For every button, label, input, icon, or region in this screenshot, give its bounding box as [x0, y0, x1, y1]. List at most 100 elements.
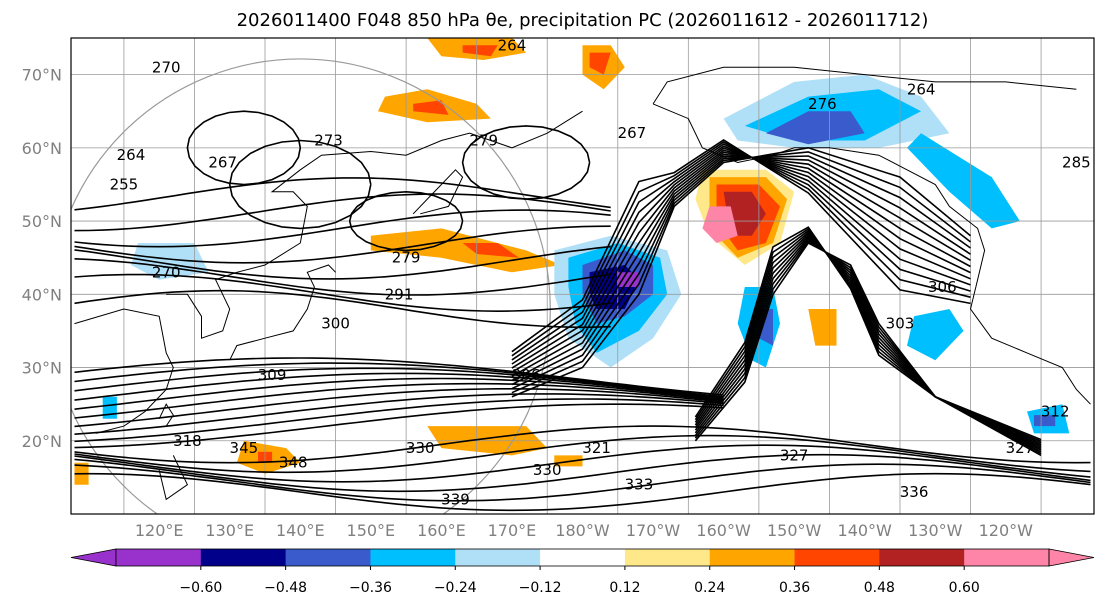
lon-tick-label: 160°E	[417, 521, 466, 540]
colorbar-tick-label: 0.12	[609, 580, 640, 596]
contour-label: 336	[900, 483, 929, 501]
map-border	[70, 37, 1095, 515]
contour-label: 279	[392, 249, 421, 267]
lon-tick-label: 140°W	[838, 521, 893, 540]
precip-blob	[589, 52, 611, 75]
lon-tick-label: 160°W	[696, 521, 751, 540]
contour-label: 270	[152, 58, 181, 76]
contour-label: 330	[406, 439, 435, 457]
contour-loop	[228, 139, 372, 230]
contour-label: 300	[321, 315, 350, 333]
lat-tick-label: 20°N	[22, 432, 62, 451]
lon-tick-label: 170°E	[488, 521, 537, 540]
colorbar-swatch	[540, 549, 626, 566]
precip-blob	[462, 45, 498, 57]
contour-labels: 264 270 273 264 267 255 270 279 291 300 309 306 321 3…	[110, 36, 1091, 508]
contour-label: 273	[314, 132, 343, 150]
contour-line	[74, 463, 1091, 502]
contour-label: 303	[886, 315, 915, 333]
contour-line	[511, 143, 971, 361]
contour-line	[74, 372, 724, 401]
coastline	[652, 103, 1091, 405]
precip-blob	[907, 309, 964, 361]
contour-line	[511, 153, 971, 382]
contour-label: 327	[1006, 439, 1035, 457]
colorbar-swatch	[624, 549, 711, 566]
contour-line	[511, 147, 971, 369]
contour-label: 318	[173, 432, 202, 450]
coastline	[229, 264, 336, 361]
contour-label: 333	[625, 476, 654, 494]
colorbar-tick-label: 0.36	[779, 580, 810, 596]
contour-line	[74, 273, 611, 313]
lon-tick-label: 150°E	[347, 521, 396, 540]
precip-blob	[765, 111, 865, 145]
contour-line	[511, 141, 971, 357]
contour-label: 285	[1062, 153, 1091, 171]
contour-line	[511, 151, 971, 394]
lon-tick-label: 120°E	[135, 521, 184, 540]
contour-line	[74, 367, 724, 399]
contour-label: 255	[110, 175, 139, 193]
colorbar-tick-label: −0.60	[179, 580, 222, 596]
contour-line	[74, 362, 724, 398]
colorbar-swatch	[964, 549, 1050, 566]
colorbar-swatch	[200, 549, 287, 566]
coastline	[166, 110, 583, 339]
colorbar-tick-label: −0.24	[434, 580, 477, 596]
lon-tick-label: 130°W	[908, 521, 963, 540]
contour-label: 270	[152, 263, 181, 281]
contour-label: 267	[208, 153, 237, 171]
map-plot-area: 264 270 273 264 267 255 270 279 291 300 309 306 321 3…	[71, 36, 1094, 514]
lon-tick-label: 170°W	[626, 521, 681, 540]
contour-line	[511, 155, 971, 390]
lat-tick-label: 70°N	[22, 66, 62, 85]
contour-line	[74, 444, 1091, 483]
contour-line	[74, 382, 724, 419]
contour-label: 267	[618, 124, 647, 142]
contour-line	[74, 453, 1091, 493]
contour-line	[74, 398, 724, 443]
contour-label: 306	[928, 278, 957, 296]
contour-label: 291	[385, 285, 414, 303]
contour-label: 330	[533, 461, 562, 479]
colorbar-swatch	[455, 549, 541, 566]
colorbar-swatch	[879, 549, 965, 566]
contour-loop	[461, 125, 591, 200]
precip-blob	[702, 206, 738, 243]
contour-line	[74, 403, 724, 449]
precip-blob	[413, 100, 449, 115]
contour-label: 309	[258, 366, 287, 384]
colorbar-swatch	[794, 549, 880, 566]
contour-line	[511, 149, 971, 373]
contour-loop	[348, 190, 464, 252]
contour-line	[74, 258, 611, 296]
colorbar-swatch	[370, 549, 456, 566]
contour-label: 339	[441, 490, 470, 508]
contour-line	[74, 357, 724, 396]
contour-label: 321	[582, 439, 611, 457]
contour-line	[511, 138, 971, 353]
figure-title: 2026011400 F048 850 hPa θe, precipitatio…	[236, 10, 929, 31]
lat-tick-label: 40°N	[22, 285, 62, 304]
contour-line	[74, 245, 611, 280]
lon-tick-label: 140°E	[276, 521, 325, 540]
contour-line	[74, 393, 724, 435]
colorbar-tick-label: −0.48	[264, 580, 307, 596]
precip-blob	[370, 228, 562, 273]
contour-label: 345	[230, 439, 259, 457]
contour-label: 306	[512, 366, 541, 384]
lon-tick-label: 150°W	[767, 521, 822, 540]
colorbar-swatch	[709, 549, 796, 566]
contour-line	[74, 388, 724, 428]
precip-blob	[907, 133, 1020, 229]
contour-label: 279	[469, 132, 498, 150]
lat-tick-label: 60°N	[22, 139, 62, 158]
colorbar-swatch	[285, 549, 371, 566]
contour-line	[74, 472, 1091, 512]
contour-line	[74, 177, 611, 211]
contour-line	[694, 226, 1042, 441]
lat-tick-label: 30°N	[22, 359, 62, 378]
contour-label: 264	[498, 36, 527, 54]
